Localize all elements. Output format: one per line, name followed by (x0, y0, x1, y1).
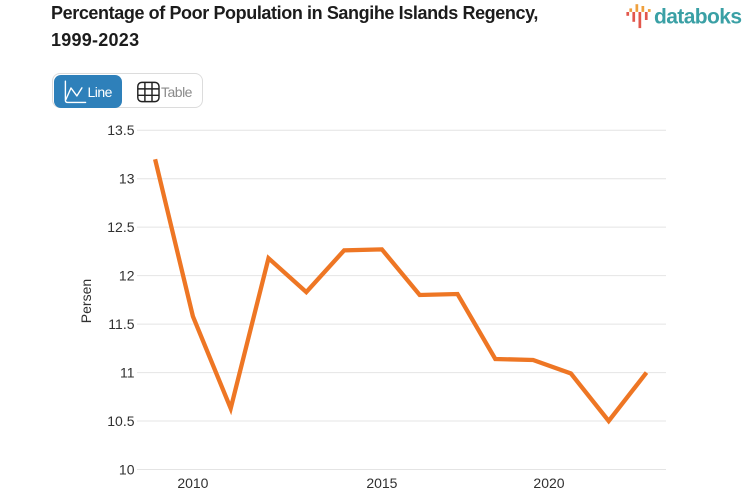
svg-text:2015: 2015 (366, 475, 397, 491)
svg-text:10: 10 (119, 462, 135, 478)
svg-text:13.5: 13.5 (107, 122, 134, 138)
svg-text:13: 13 (119, 171, 135, 187)
svg-text:Persen: Persen (78, 279, 94, 323)
svg-text:10.5: 10.5 (107, 413, 134, 429)
svg-text:2010: 2010 (177, 475, 208, 491)
svg-text:11: 11 (120, 365, 135, 381)
svg-text:2020: 2020 (533, 475, 564, 491)
svg-text:12: 12 (119, 268, 135, 284)
svg-text:databoks: databoks (654, 5, 741, 28)
svg-text:12.5: 12.5 (107, 219, 134, 235)
svg-text:11.5: 11.5 (108, 316, 134, 332)
